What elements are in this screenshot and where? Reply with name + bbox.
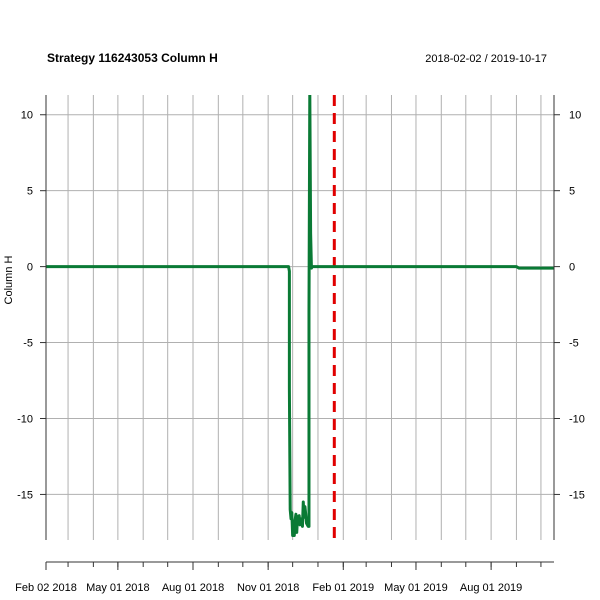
y-tick-label-right: 0 — [569, 262, 575, 274]
y-tick-label-right: 5 — [569, 186, 575, 198]
x-tick-label: Aug 01 2018 — [162, 582, 224, 594]
y-tick-label-left: -15 — [17, 489, 33, 501]
x-tick-label: May 01 2018 — [86, 582, 150, 594]
x-tick-label: Nov 01 2018 — [237, 582, 299, 594]
x-tick-label: Feb 01 2019 — [312, 582, 374, 594]
grid — [46, 95, 554, 540]
y-tick-label-right: -15 — [569, 489, 585, 501]
y-tick-label-left: -10 — [17, 413, 33, 425]
y-tick-label-left: -5 — [23, 338, 33, 350]
x-tick-label: May 01 2019 — [384, 582, 448, 594]
date-range-label: 2018-02-02 / 2019-10-17 — [425, 53, 547, 65]
y-tick-label-left: 10 — [21, 110, 33, 122]
y-tick-label-left: 0 — [27, 262, 33, 274]
y-tick-label-right: 10 — [569, 110, 581, 122]
series-layer — [46, 95, 554, 537]
x-tick-label: Aug 01 2019 — [460, 582, 522, 594]
axes: 10 10 5 5 0 0 -5 -5 -10 -10 -15 -15 Feb 02 2018 May 0… — [15, 95, 585, 594]
series-line — [46, 95, 554, 537]
y-tick-label-right: -5 — [569, 338, 579, 350]
y-axis-title: Column H — [3, 255, 15, 304]
x-tick-label: Feb 02 2018 — [15, 582, 77, 594]
y-tick-label-right: -10 — [569, 413, 585, 425]
chart-title: Strategy 116243053 Column H — [47, 51, 218, 65]
y-tick-label-left: 5 — [27, 186, 33, 198]
